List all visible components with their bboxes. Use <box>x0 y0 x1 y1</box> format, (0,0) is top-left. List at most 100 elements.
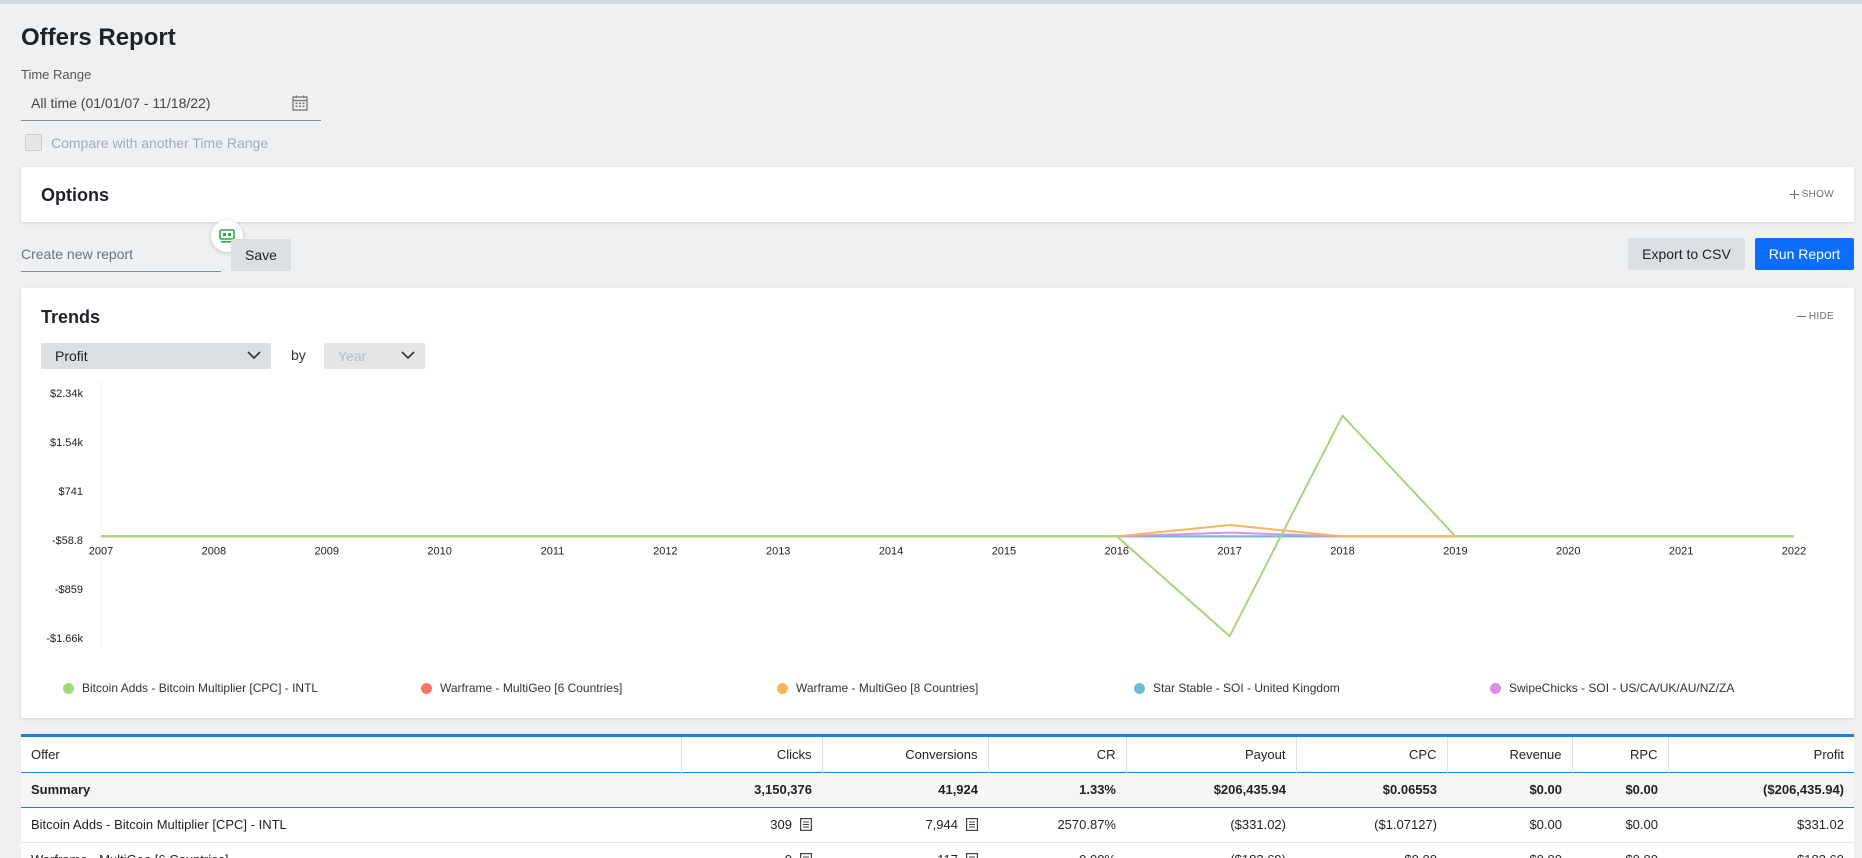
col-payout[interactable]: Payout <box>1126 737 1297 772</box>
trends-panel: Trends HIDE Profit by Year $2.34k $1.54k $… <box>21 288 1854 718</box>
create-report-input[interactable]: Create new report <box>21 242 221 272</box>
x-tick-label: 2014 <box>879 545 903 557</box>
table-row[interactable]: Bitcoin Adds - Bitcoin Multiplier [CPC] … <box>21 806 1854 842</box>
summary-payout: $206,435.94 <box>1126 771 1296 808</box>
clicks-value: 309 <box>770 817 792 832</box>
details-icon[interactable] <box>800 818 812 831</box>
cr-cell: 2570.87% <box>988 806 1126 842</box>
x-tick-label: 2011 <box>541 545 565 557</box>
export-csv-button[interactable]: Export to CSV <box>1628 238 1745 270</box>
conversions-value: 7,944 <box>925 817 958 832</box>
by-label: by <box>291 347 306 363</box>
y-tick-label: $741 <box>59 486 83 498</box>
metric-select[interactable]: Profit <box>41 343 271 369</box>
y-tick-label: -$1.66k <box>46 633 83 645</box>
calendar-icon[interactable] <box>291 94 309 112</box>
legend-label: Bitcoin Adds - Bitcoin Multiplier [CPC] … <box>82 681 319 695</box>
legend-item[interactable]: SwipeChicks - SOI - US/CA/UK/AU/NZ/ZA <box>1490 681 1734 695</box>
x-tick-label: 2022 <box>1782 545 1806 557</box>
legend-item[interactable]: Star Stable - SOI - United Kingdom <box>1134 681 1340 695</box>
col-cr[interactable]: CR <box>988 737 1127 772</box>
period-value: Year <box>338 348 367 364</box>
offer-name[interactable]: Bitcoin Adds - Bitcoin Multiplier [CPC] … <box>21 806 681 842</box>
series-line <box>101 414 1794 638</box>
y-tick-label: $1.54k <box>50 437 84 449</box>
summary-clicks: 3,150,376 <box>681 771 822 808</box>
col-profit[interactable]: Profit <box>1813 746 1844 762</box>
cr-cell: 0.00% <box>988 841 1126 858</box>
summary-cpc: $0.06553 <box>1296 771 1447 808</box>
clicks-cell: 0 <box>681 841 822 858</box>
compare-time-range[interactable]: Compare with another Time Range <box>25 134 268 151</box>
show-label: SHOW <box>1801 189 1834 200</box>
revenue-cell: $0.00 <box>1447 806 1572 842</box>
col-conversions[interactable]: Conversions <box>822 737 989 772</box>
x-tick-label: 2016 <box>1105 545 1129 557</box>
x-tick-label: 2010 <box>427 545 451 557</box>
period-select[interactable]: Year <box>324 343 425 369</box>
x-tick-label: 2007 <box>89 545 113 557</box>
chevron-down-icon <box>401 351 415 360</box>
table-row[interactable]: Warframe - MultiGeo [6 Countries] 0 117 … <box>21 841 1854 858</box>
trends-title: Trends <box>41 307 101 327</box>
save-button[interactable]: Save <box>231 239 291 271</box>
plus-icon <box>1789 190 1799 199</box>
chevron-down-icon <box>247 351 261 360</box>
x-tick-label: 2013 <box>766 545 790 557</box>
summary-profit: ($206,435.94) <box>1668 771 1854 808</box>
summary-row: Summary 3,150,376 41,924 1.33% $206,435.… <box>21 771 1854 808</box>
table-header-row: Offer Clicks Conversions CR Payout CPC R… <box>21 737 1854 772</box>
summary-cr: 1.33% <box>988 771 1126 808</box>
summary-conversions: 41,924 <box>822 771 988 808</box>
details-icon[interactable] <box>966 853 978 858</box>
y-tick-label: -$859 <box>55 584 83 596</box>
conversions-value: 117 <box>937 852 958 858</box>
time-range-input[interactable]: All time (01/01/07 - 11/18/22) <box>21 89 321 121</box>
summary-rpc: $0.00 <box>1572 771 1668 808</box>
hide-label: HIDE <box>1808 311 1834 322</box>
offer-name[interactable]: Warframe - MultiGeo [6 Countries] <box>21 841 681 858</box>
x-tick-label: 2015 <box>992 545 1016 557</box>
x-tick-label: 2009 <box>314 545 338 557</box>
profit-cell: $331.02 <box>1668 806 1854 842</box>
profit-cell: $183.69 <box>1668 841 1854 858</box>
payout-cell: ($183.69) <box>1126 841 1296 858</box>
minus-icon <box>1796 316 1806 317</box>
x-tick-label: 2021 <box>1669 545 1693 557</box>
col-revenue[interactable]: Revenue <box>1447 737 1573 772</box>
legend-dot <box>777 682 788 694</box>
options-title: Options <box>41 185 109 205</box>
col-cpc[interactable]: CPC <box>1296 737 1448 772</box>
compare-checkbox[interactable] <box>25 134 42 151</box>
top-border <box>0 0 1862 4</box>
x-tick-label: 2017 <box>1217 545 1241 557</box>
time-range-value: All time (01/01/07 - 11/18/22) <box>31 95 211 111</box>
legend-item[interactable]: Warframe - MultiGeo [6 Countries] <box>421 681 622 695</box>
x-tick-label: 2008 <box>202 545 226 557</box>
trends-hide-toggle[interactable]: HIDE <box>1796 311 1834 322</box>
run-report-button[interactable]: Run Report <box>1755 238 1854 270</box>
offers-table: Offer Clicks Conversions CR Payout CPC R… <box>21 734 1854 858</box>
compare-label: Compare with another Time Range <box>51 134 269 151</box>
legend-label: SwipeChicks - SOI - US/CA/UK/AU/NZ/ZA <box>1509 681 1735 695</box>
x-tick-label: 2012 <box>653 545 677 557</box>
legend-dot <box>1134 682 1145 694</box>
legend-item[interactable]: Warframe - MultiGeo [8 Countries] <box>777 681 978 695</box>
x-tick-label: 2019 <box>1443 545 1467 557</box>
details-icon[interactable] <box>800 853 812 858</box>
legend-dot <box>1490 682 1501 694</box>
legend-dot <box>63 682 74 694</box>
page-title: Offers Report <box>21 24 176 51</box>
cpc-cell: ($1.07127) <box>1296 806 1447 842</box>
col-offer[interactable]: Offer <box>21 737 682 772</box>
legend-item[interactable]: Bitcoin Adds - Bitcoin Multiplier [CPC] … <box>63 681 318 695</box>
options-show-toggle[interactable]: SHOW <box>1789 189 1834 200</box>
y-tick-label: $2.34k <box>50 388 84 400</box>
cpc-cell: $0.00 <box>1296 841 1447 858</box>
metric-value: Profit <box>55 348 88 364</box>
col-clicks[interactable]: Clicks <box>681 737 823 772</box>
series-line <box>101 524 1794 538</box>
x-tick-label: 2018 <box>1330 545 1354 557</box>
col-rpc[interactable]: RPC <box>1572 737 1669 772</box>
details-icon[interactable] <box>966 818 978 831</box>
